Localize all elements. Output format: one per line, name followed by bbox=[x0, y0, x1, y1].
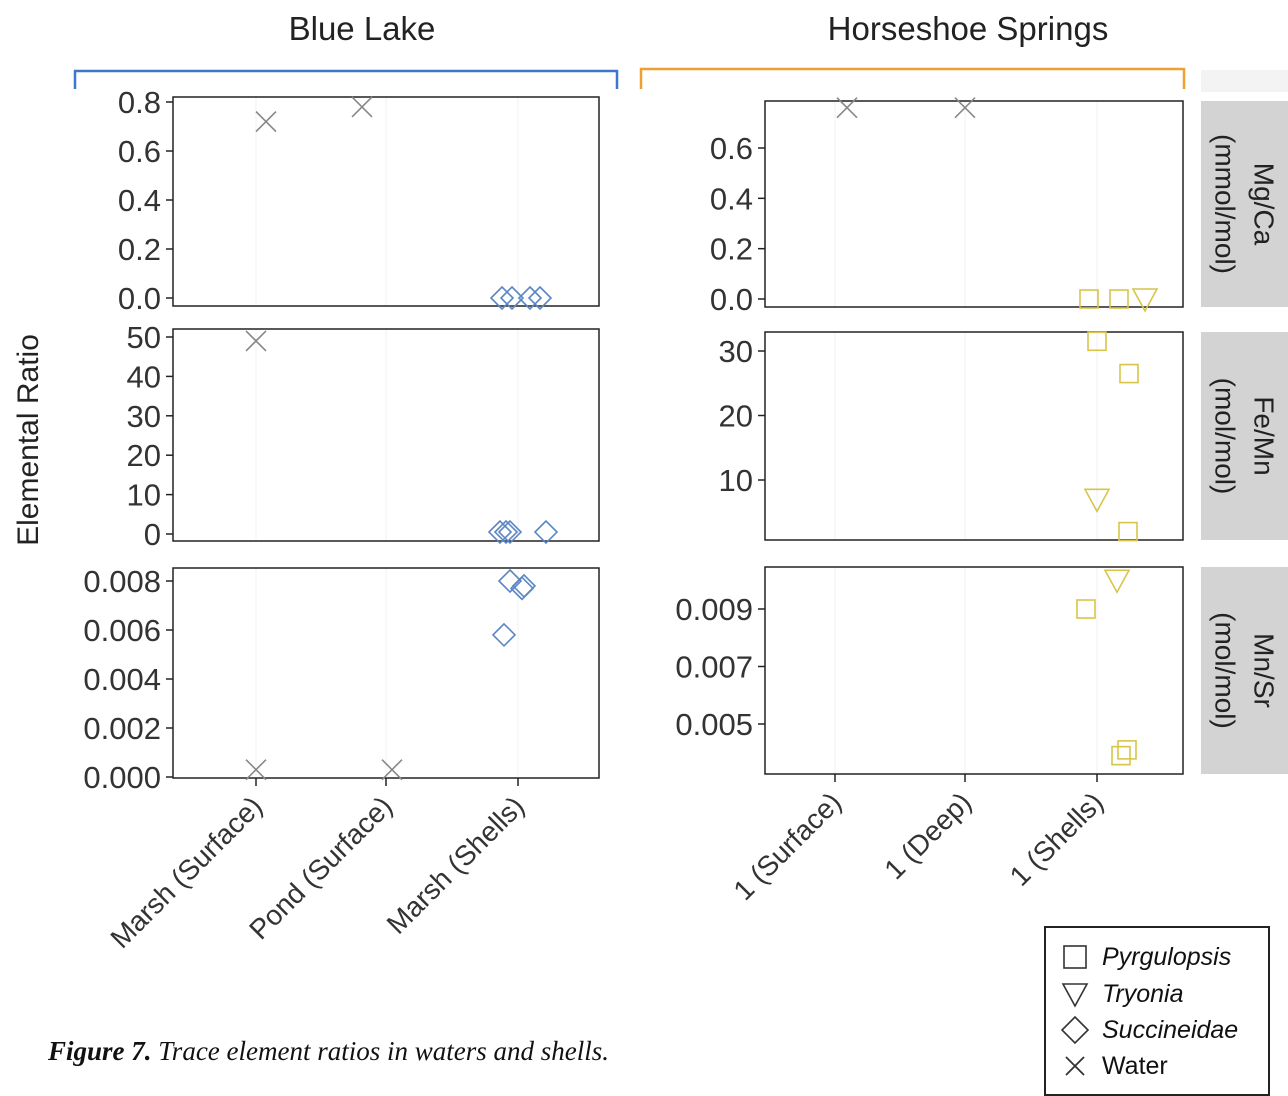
data-point-square bbox=[1079, 289, 1099, 309]
facet-bracket-blue-lake bbox=[73, 69, 619, 89]
y-tick-label: 30 bbox=[719, 334, 753, 369]
panel-frame bbox=[764, 566, 1184, 775]
row-strip-unit: (mol/mol) bbox=[1210, 378, 1241, 495]
y-tick-label: 0.2 bbox=[118, 232, 161, 267]
legend-label: Succineidae bbox=[1102, 1015, 1239, 1044]
y-tick-label: 0.004 bbox=[83, 662, 161, 697]
x-tick-label: 1 (Deep) bbox=[878, 786, 977, 885]
y-tick-label: 0.006 bbox=[83, 613, 161, 648]
data-point-x bbox=[836, 97, 858, 119]
y-tick-label: 0.6 bbox=[710, 131, 753, 166]
y-tick-label: 0.4 bbox=[118, 183, 161, 218]
data-point-diamond bbox=[487, 519, 513, 545]
x-tick-label: 1 (Shells) bbox=[1004, 786, 1110, 892]
y-tick-label: 0.007 bbox=[675, 650, 753, 685]
x-marker-icon bbox=[1065, 1056, 1085, 1076]
panel-frame bbox=[764, 331, 1184, 541]
y-tick-label: 0.2 bbox=[710, 232, 753, 267]
x-tick-label: Marsh (Surface) bbox=[104, 790, 268, 954]
data-point-diamond bbox=[499, 285, 525, 311]
data-point-diamond bbox=[517, 285, 543, 311]
y-tick-label: 40 bbox=[127, 359, 161, 394]
x-tick-label: 1 (Surface) bbox=[727, 786, 847, 906]
row-strip-label: Mg/Ca bbox=[1249, 163, 1280, 246]
data-point-x bbox=[381, 759, 403, 781]
y-tick-label: 20 bbox=[127, 438, 161, 473]
data-point-triangle bbox=[1103, 569, 1131, 594]
data-point-square bbox=[1118, 521, 1138, 542]
facet-title-blue-lake: Blue Lake bbox=[289, 10, 436, 47]
y-tick-label: 0.8 bbox=[118, 85, 161, 120]
y-tick-label: 10 bbox=[719, 463, 753, 498]
y-tick-label: 0.6 bbox=[118, 134, 161, 169]
strip-top-fade bbox=[1201, 70, 1288, 92]
data-point-diamond bbox=[533, 519, 559, 545]
data-point-square bbox=[1117, 740, 1137, 760]
data-point-diamond bbox=[493, 519, 519, 545]
y-tick-label: 50 bbox=[127, 320, 161, 355]
row-strip-unit: (mmol/mol) bbox=[1210, 134, 1241, 274]
data-point-x bbox=[351, 96, 373, 118]
y-tick-label: 20 bbox=[719, 399, 753, 434]
y-tick-label: 0.002 bbox=[83, 711, 161, 746]
figure-caption: Figure 7. Trace element ratios in waters… bbox=[48, 1036, 609, 1067]
legend-label: Water bbox=[1102, 1051, 1168, 1080]
data-point-square bbox=[1087, 331, 1107, 352]
legend-label: Pyrgulopsis bbox=[1102, 942, 1232, 971]
data-point-triangle bbox=[1131, 288, 1159, 313]
x-tick-label: Marsh (Shells) bbox=[381, 790, 531, 940]
legend-item-pyrgulopsis: Pyrgulopsis bbox=[1060, 940, 1231, 974]
facet-bracket-horseshoe-springs bbox=[639, 67, 1186, 89]
facet-title-horseshoe-springs: Horseshoe Springs bbox=[828, 10, 1109, 47]
y-tick-label: 0 bbox=[144, 517, 161, 552]
data-point-square bbox=[1111, 745, 1131, 766]
y-tick-label: 0.000 bbox=[83, 760, 161, 795]
triangle-marker-icon bbox=[1061, 983, 1089, 1008]
legend: Pyrgulopsis Tryonia Succineidae Water bbox=[1044, 926, 1270, 1096]
row-strip bbox=[1201, 567, 1288, 774]
data-point-triangle bbox=[1083, 488, 1111, 514]
y-tick-label: 0.009 bbox=[675, 592, 753, 627]
y-tick-label: 30 bbox=[127, 399, 161, 434]
data-point-square bbox=[1076, 599, 1096, 619]
data-point-diamond bbox=[509, 576, 535, 601]
caption-text: Trace element ratios in waters and shell… bbox=[151, 1036, 610, 1066]
legend-item-tryonia: Tryonia bbox=[1060, 977, 1184, 1011]
legend-item-water: Water bbox=[1060, 1049, 1168, 1083]
y-axis-title: Elemental Ratio bbox=[12, 334, 45, 546]
data-point-diamond bbox=[497, 568, 523, 594]
data-point-diamond bbox=[491, 622, 517, 648]
data-point-diamond bbox=[497, 519, 523, 545]
legend-label: Tryonia bbox=[1102, 979, 1184, 1008]
data-point-x bbox=[255, 111, 277, 133]
data-point-diamond bbox=[489, 285, 515, 311]
row-strip-label: Mn/Sr bbox=[1249, 633, 1280, 708]
panel-frame bbox=[172, 96, 600, 307]
row-strip bbox=[1201, 332, 1288, 540]
panel-frame bbox=[764, 100, 1184, 308]
data-point-square bbox=[1119, 363, 1139, 384]
y-tick-label: 0.008 bbox=[83, 564, 161, 599]
data-point-square bbox=[1109, 289, 1129, 309]
legend-item-succineidae: Succineidae bbox=[1060, 1013, 1238, 1047]
data-point-diamond bbox=[527, 285, 553, 311]
panel-frame bbox=[172, 328, 600, 542]
y-tick-label: 10 bbox=[127, 478, 161, 513]
caption-label: Figure 7. bbox=[48, 1036, 152, 1066]
diamond-marker-icon bbox=[1060, 1015, 1090, 1045]
data-point-x bbox=[245, 759, 267, 781]
data-point-x bbox=[245, 330, 267, 352]
y-tick-label: 0.0 bbox=[710, 282, 753, 317]
row-strip bbox=[1201, 101, 1288, 307]
row-strip-label: Fe/Mn bbox=[1249, 396, 1280, 475]
y-tick-label: 0.0 bbox=[118, 281, 161, 316]
row-strip-unit: (mol/mol) bbox=[1210, 612, 1241, 729]
y-tick-label: 0.005 bbox=[675, 707, 753, 742]
y-tick-label: 0.4 bbox=[710, 181, 753, 216]
data-point-x bbox=[954, 97, 976, 119]
square-marker-icon bbox=[1063, 945, 1087, 969]
